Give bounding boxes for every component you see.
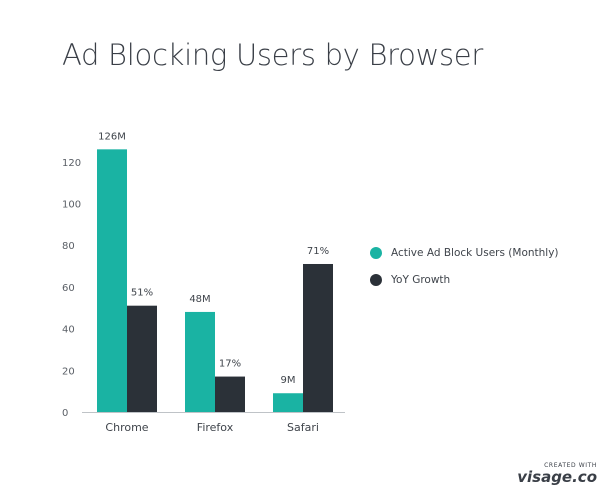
data-label: 71%: [307, 246, 329, 257]
category-labels: Chrome Firefox Safari: [105, 421, 319, 434]
watermark-created-with: CREATED WITH: [544, 462, 597, 469]
y-tick-label: 20: [62, 366, 75, 377]
legend-label-yoy-growth: YoY Growth: [391, 274, 451, 286]
legend-item-yoy-growth: YoY Growth: [370, 271, 559, 289]
bar-active-users-safari[interactable]: [273, 393, 303, 412]
watermark-brand: visage.co: [517, 468, 597, 486]
data-label: 126M: [98, 131, 126, 142]
legend: Active Ad Block Users (Monthly) YoY Grow…: [370, 244, 559, 298]
bar-active-users-chrome[interactable]: [97, 149, 127, 413]
data-label: 17%: [219, 359, 241, 370]
y-axis-ticks: 0 20 40 60 80 100 120: [62, 158, 81, 419]
legend-item-active-users: Active Ad Block Users (Monthly): [370, 244, 559, 262]
legend-swatch-yoy-growth: [370, 274, 382, 286]
data-label: 51%: [131, 288, 153, 299]
bars: [97, 149, 333, 413]
y-tick-label: 100: [62, 200, 81, 211]
bar-active-users-firefox[interactable]: [185, 311, 215, 412]
category-label-safari: Safari: [287, 421, 319, 434]
bar-yoy-growth-firefox[interactable]: [215, 376, 245, 412]
category-label-chrome: Chrome: [105, 421, 148, 434]
y-tick-label: 120: [62, 158, 81, 169]
legend-swatch-active-users: [370, 247, 382, 259]
data-label: 48M: [189, 294, 210, 305]
y-tick-label: 0: [62, 408, 68, 419]
category-label-firefox: Firefox: [197, 421, 234, 434]
y-tick-label: 80: [62, 241, 75, 252]
visage-watermark[interactable]: CREATED WITH visage.co: [517, 462, 597, 485]
y-tick-label: 60: [62, 283, 75, 294]
bar-yoy-growth-chrome[interactable]: [127, 305, 157, 412]
y-tick-label: 40: [62, 325, 75, 336]
chart-title: Ad Blocking Users by Browser: [62, 38, 483, 72]
data-label: 9M: [281, 375, 296, 386]
legend-label-active-users: Active Ad Block Users (Monthly): [391, 247, 559, 259]
bar-yoy-growth-safari[interactable]: [303, 263, 333, 412]
data-labels: 126M 48M 9M 51% 17% 71%: [98, 131, 329, 386]
